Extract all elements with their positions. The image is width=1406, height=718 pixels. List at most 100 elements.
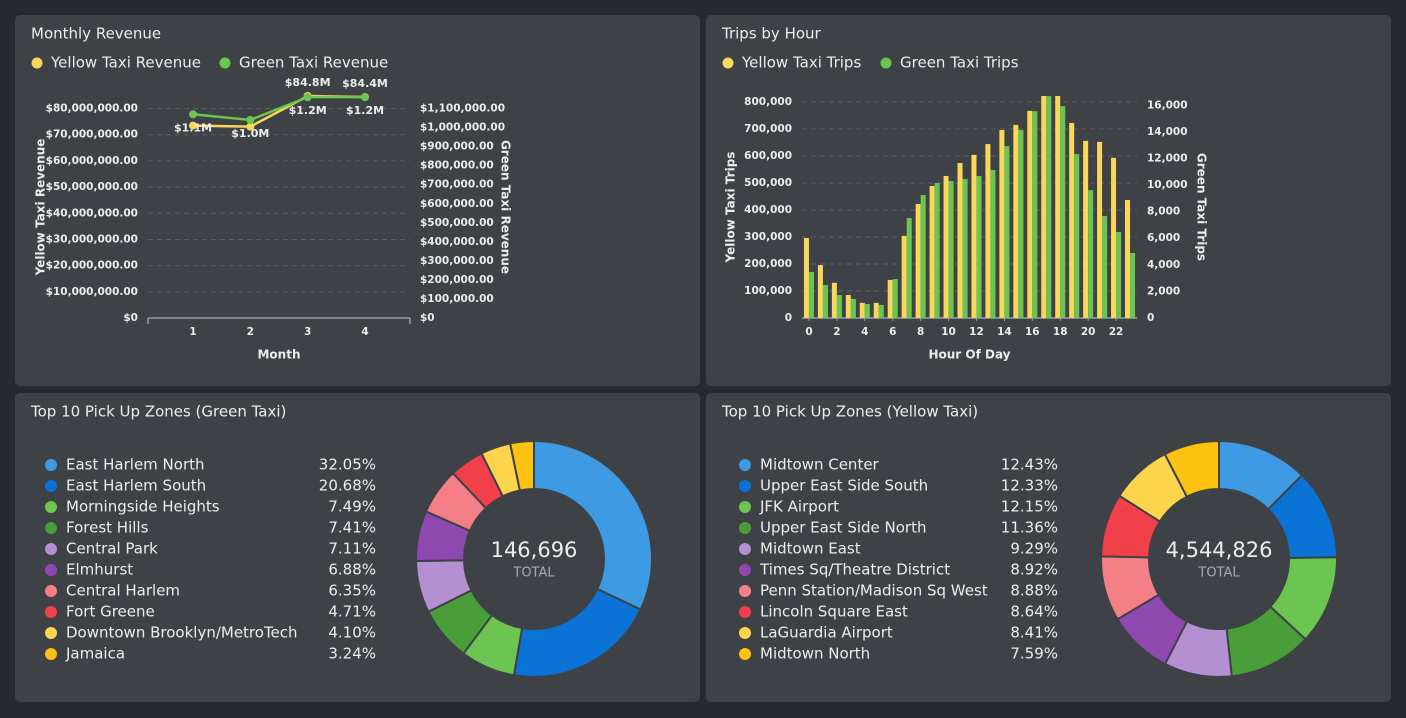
x-tick-label: 20: [1081, 326, 1096, 338]
legend-label: East Harlem South: [66, 477, 206, 495]
bar: [1130, 252, 1136, 318]
legend-swatch: [45, 627, 57, 639]
bar: [1055, 96, 1061, 318]
percent-label: 6.88%: [328, 561, 376, 579]
y2-tick-label: $100,000.00: [420, 293, 494, 305]
legend-label: East Harlem North: [66, 456, 205, 474]
legend-label: Penn Station/Madison Sq West: [760, 582, 988, 600]
bar: [850, 298, 856, 318]
legend-swatch: [45, 543, 57, 555]
y2-tick-label: 16,000: [1147, 99, 1188, 111]
bar: [948, 181, 954, 318]
bar: [1069, 123, 1075, 319]
panel: [15, 15, 700, 386]
legend-swatch: [739, 627, 751, 639]
x-tick-label: 6: [889, 326, 896, 338]
y-tick-label: $50,000,000.00: [46, 181, 138, 193]
legend-swatch: [739, 459, 751, 471]
y-tick-label: $80,000,000.00: [46, 103, 138, 115]
percent-label: 4.71%: [328, 603, 376, 621]
total-value: 146,696: [491, 538, 578, 562]
legend-label: Lincoln Square East: [760, 603, 908, 621]
y2-tick-label: $400,000.00: [420, 236, 494, 248]
bar: [1097, 141, 1103, 318]
bar: [873, 302, 879, 318]
percent-label: 7.11%: [328, 540, 376, 558]
bar: [817, 265, 823, 318]
legend-label: Downtown Brooklyn/MetroTech: [66, 624, 298, 642]
y2-tick-label: $600,000.00: [420, 198, 494, 210]
legend-swatch: [722, 57, 734, 69]
bar: [999, 130, 1005, 318]
bar: [929, 185, 935, 318]
legend-label: Yellow Taxi Trips: [741, 54, 861, 72]
y2-tick-label: $900,000.00: [420, 141, 494, 153]
bar: [1013, 124, 1019, 318]
legend-swatch: [45, 606, 57, 618]
y2-axis-title: Green Taxi Trips: [1195, 153, 1209, 261]
bar: [920, 195, 926, 318]
legend-label: JFK Airport: [759, 498, 839, 516]
bar: [822, 285, 828, 318]
legend-swatch: [739, 501, 751, 513]
y2-tick-label: 2,000: [1147, 285, 1180, 297]
bar: [859, 302, 865, 318]
legend-label: Midtown Center: [760, 456, 880, 474]
data-label: $1.2M: [289, 104, 327, 117]
y2-axis-title: Green Taxi Revenue: [499, 140, 513, 274]
y2-tick-label: $700,000.00: [420, 179, 494, 191]
legend-label: Forest Hills: [66, 519, 149, 537]
legend-label: Upper East Side North: [760, 519, 926, 537]
chart-title: Top 10 Pick Up Zones (Yellow Taxi): [721, 403, 978, 421]
bar: [976, 176, 982, 318]
y2-tick-label: 10,000: [1147, 179, 1188, 191]
bar: [901, 235, 907, 318]
bar: [864, 304, 870, 318]
legend-swatch: [880, 57, 892, 69]
bar: [906, 218, 912, 318]
legend-label: Green Taxi Trips: [900, 54, 1019, 72]
y2-tick-label: 6,000: [1147, 232, 1180, 244]
y-tick-label: $0: [123, 312, 138, 324]
bar: [1124, 199, 1131, 318]
x-tick-label: 10: [941, 326, 956, 338]
bar: [990, 170, 996, 318]
donut-slice: [1163, 439, 1220, 499]
legend-swatch: [45, 585, 57, 597]
legend-label: Midtown North: [760, 645, 870, 663]
point: [303, 93, 312, 102]
bar: [831, 282, 837, 318]
legend-label: Central Park: [66, 540, 158, 558]
percent-label: 7.59%: [1010, 645, 1058, 663]
legend-swatch: [31, 57, 43, 69]
legend-swatch: [739, 480, 751, 492]
y-tick-label: 0: [785, 312, 792, 324]
x-tick-label: 0: [805, 326, 812, 338]
data-label: $1.2M: [346, 104, 384, 117]
donut-slice: [508, 439, 535, 492]
bar: [1083, 140, 1089, 318]
bar: [1111, 157, 1117, 318]
y-tick-label: $70,000,000.00: [46, 129, 138, 141]
percent-label: 4.10%: [328, 624, 376, 642]
percent-label: 11.36%: [1001, 519, 1058, 537]
y-tick-label: 800,000: [744, 96, 792, 108]
bar: [1027, 110, 1033, 319]
y-tick-label: 600,000: [744, 150, 792, 162]
legend-swatch: [45, 648, 57, 660]
x-tick-label: 8: [917, 326, 924, 338]
data-label: $1.1M: [174, 121, 212, 134]
bar: [1004, 146, 1010, 318]
x-tick-label: 4: [361, 326, 368, 338]
legend-swatch: [45, 501, 57, 513]
bar: [878, 304, 884, 318]
y-tick-label: $10,000,000.00: [46, 286, 138, 298]
bar: [1074, 154, 1080, 318]
point: [246, 122, 255, 131]
percent-label: 6.35%: [328, 582, 376, 600]
x-tick-label: 1: [189, 326, 196, 338]
y-tick-label: $40,000,000.00: [46, 207, 138, 219]
percent-label: 32.05%: [319, 456, 376, 474]
bar: [1041, 96, 1047, 318]
x-tick-label: 3: [304, 326, 311, 338]
